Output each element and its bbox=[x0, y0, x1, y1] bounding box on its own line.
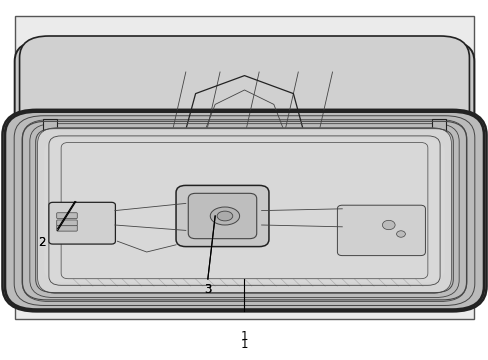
FancyBboxPatch shape bbox=[176, 185, 268, 247]
FancyBboxPatch shape bbox=[2, 110, 486, 311]
Text: 1: 1 bbox=[240, 330, 248, 343]
Bar bbox=[45, 151, 54, 169]
Ellipse shape bbox=[217, 211, 232, 221]
Bar bbox=[43, 119, 57, 155]
Bar bbox=[434, 151, 443, 169]
Circle shape bbox=[396, 231, 405, 237]
FancyBboxPatch shape bbox=[15, 41, 473, 214]
FancyBboxPatch shape bbox=[188, 193, 256, 239]
Text: 2: 2 bbox=[38, 237, 45, 249]
FancyBboxPatch shape bbox=[337, 205, 425, 256]
FancyBboxPatch shape bbox=[44, 139, 444, 283]
Ellipse shape bbox=[210, 207, 239, 225]
Bar bbox=[15, 16, 473, 319]
Text: 2: 2 bbox=[38, 237, 45, 249]
Circle shape bbox=[382, 220, 394, 230]
Bar bbox=[431, 119, 445, 155]
Text: 3: 3 bbox=[203, 283, 211, 296]
FancyBboxPatch shape bbox=[20, 36, 468, 180]
FancyBboxPatch shape bbox=[57, 225, 77, 231]
FancyBboxPatch shape bbox=[57, 220, 77, 226]
FancyBboxPatch shape bbox=[49, 202, 115, 244]
Text: 1: 1 bbox=[240, 338, 248, 351]
FancyBboxPatch shape bbox=[38, 128, 450, 294]
Text: 3: 3 bbox=[203, 283, 211, 296]
FancyBboxPatch shape bbox=[29, 58, 459, 198]
FancyBboxPatch shape bbox=[57, 213, 77, 219]
